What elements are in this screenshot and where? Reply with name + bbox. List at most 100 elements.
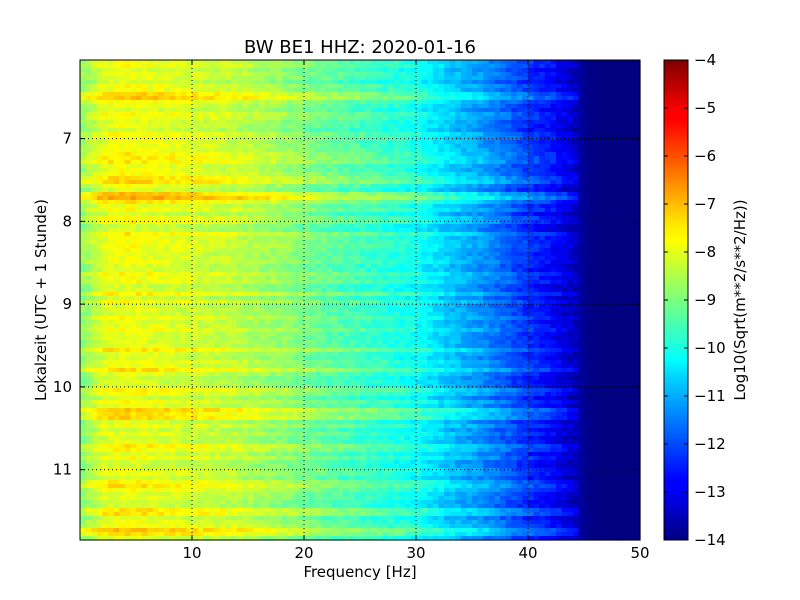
heatmap-cell (617, 252, 624, 257)
heatmap-cell (152, 112, 159, 117)
heatmap-cell (253, 120, 260, 125)
heatmap-cell (432, 160, 439, 165)
heatmap-cell (466, 184, 473, 189)
heatmap-cell (315, 180, 322, 185)
heatmap-cell (141, 208, 148, 213)
heatmap-cell (382, 248, 389, 253)
heatmap-cell (281, 64, 288, 69)
heatmap-cell (108, 196, 115, 201)
heatmap-cell (432, 140, 439, 145)
heatmap-cell (270, 120, 277, 125)
heatmap-cell (164, 76, 171, 81)
heatmap-cell (360, 204, 367, 209)
heatmap-cell (292, 252, 299, 257)
heatmap-cell (589, 140, 596, 145)
heatmap-cell (449, 68, 456, 73)
heatmap-cell (572, 100, 579, 105)
heatmap-cell (404, 176, 411, 181)
heatmap-cell (113, 160, 120, 165)
heatmap-cell (628, 188, 635, 193)
heatmap-cell (455, 172, 462, 177)
heatmap-cell (572, 84, 579, 89)
heatmap-cell (404, 228, 411, 233)
heatmap-cell (304, 120, 311, 125)
heatmap-cell (365, 236, 372, 241)
heatmap-cell (130, 240, 137, 245)
heatmap-cell (343, 164, 350, 169)
heatmap-cell (248, 96, 255, 101)
heatmap-cell (544, 176, 551, 181)
heatmap-cell (544, 160, 551, 165)
heatmap-cell (343, 60, 350, 65)
heatmap-cell (208, 164, 215, 169)
heatmap-cell (203, 116, 210, 121)
heatmap-cell (119, 140, 126, 145)
heatmap-cell (427, 152, 434, 157)
heatmap-cell (192, 180, 199, 185)
heatmap-cell (248, 140, 255, 145)
heatmap-cell (119, 152, 126, 157)
heatmap-cell (147, 216, 154, 221)
heatmap-cell (348, 132, 355, 137)
heatmap-cell (158, 80, 165, 85)
heatmap-cell (483, 212, 490, 217)
heatmap-cell (136, 84, 143, 89)
heatmap-cell (113, 184, 120, 189)
heatmap-cell (242, 160, 249, 165)
heatmap-cell (488, 116, 495, 121)
heatmap-cell (628, 68, 635, 73)
heatmap-cell (612, 132, 619, 137)
heatmap-cell (561, 144, 568, 149)
heatmap-cell (393, 248, 400, 253)
heatmap-cell (141, 156, 148, 161)
heatmap-cell (264, 240, 271, 245)
heatmap-cell (533, 80, 540, 85)
heatmap-cell (231, 188, 238, 193)
heatmap-cell (584, 232, 591, 237)
heatmap-cell (382, 172, 389, 177)
heatmap-cell (124, 240, 131, 245)
heatmap-cell (460, 240, 467, 245)
heatmap-cell (449, 156, 456, 161)
heatmap-cell (231, 216, 238, 221)
heatmap-cell (477, 192, 484, 197)
heatmap-cell (438, 244, 445, 249)
heatmap-cell (634, 180, 641, 185)
heatmap-cell (208, 156, 215, 161)
heatmap-cell (259, 136, 266, 141)
heatmap-cell (421, 148, 428, 153)
heatmap-cell (175, 108, 182, 113)
heatmap-cell (371, 208, 378, 213)
heatmap-cell (264, 164, 271, 169)
heatmap-cell (152, 192, 159, 197)
heatmap-cell (192, 232, 199, 237)
heatmap-cell (539, 192, 546, 197)
heatmap-cell (472, 208, 479, 213)
heatmap-cell (332, 100, 339, 105)
heatmap-cell (315, 196, 322, 201)
heatmap-cell (472, 116, 479, 121)
heatmap-cell (348, 92, 355, 97)
heatmap-cell (102, 168, 109, 173)
heatmap-cell (220, 232, 227, 237)
heatmap-cell (444, 192, 451, 197)
heatmap-cell (505, 176, 512, 181)
heatmap-cell (203, 132, 210, 137)
heatmap-cell (270, 244, 277, 249)
heatmap-cell (472, 72, 479, 77)
heatmap-cell (304, 220, 311, 225)
heatmap-cell (522, 120, 529, 125)
heatmap-cell (421, 196, 428, 201)
heatmap-cell (444, 164, 451, 169)
heatmap-cell (561, 108, 568, 113)
heatmap-cell (561, 140, 568, 145)
heatmap-cell (130, 140, 137, 145)
heatmap-cell (80, 108, 87, 113)
heatmap-cell (488, 256, 495, 261)
heatmap-cell (292, 152, 299, 157)
heatmap-cell (393, 164, 400, 169)
heatmap-cell (595, 244, 602, 249)
heatmap-cell (354, 200, 361, 205)
heatmap-cell (444, 240, 451, 245)
heatmap-cell (516, 68, 523, 73)
